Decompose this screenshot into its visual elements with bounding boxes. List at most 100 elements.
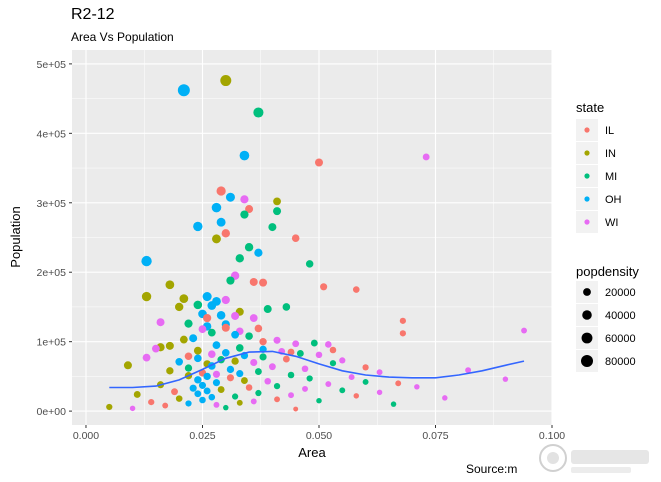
y-tick-label: 2e+05 — [37, 267, 67, 279]
legend-state-title: state — [576, 100, 604, 115]
data-point-il — [320, 283, 328, 291]
data-point-il — [259, 337, 267, 346]
data-point-il — [274, 396, 280, 403]
data-point-oh — [226, 365, 235, 374]
data-point-mi — [254, 368, 262, 375]
data-point-il — [184, 352, 193, 361]
data-point-oh — [236, 370, 244, 378]
data-point-oh — [221, 348, 230, 357]
data-point-mi — [296, 350, 304, 357]
data-point-in — [166, 367, 174, 375]
data-point-il — [216, 186, 226, 196]
data-point-wi — [288, 392, 294, 399]
data-point-in — [175, 395, 183, 402]
data-point-oh — [202, 291, 212, 302]
source-caption: Source:m — [466, 462, 518, 476]
data-point-wi — [348, 374, 355, 381]
data-point-wi — [151, 344, 160, 353]
data-point-mi — [263, 305, 272, 314]
data-point-in — [220, 75, 232, 87]
data-point-wi — [273, 336, 281, 344]
data-point-oh — [211, 202, 222, 213]
data-point-mi — [193, 300, 203, 310]
data-point-il — [203, 313, 212, 323]
x-tick-label: 0.025 — [189, 430, 215, 442]
data-point-wi — [442, 395, 448, 401]
data-point-oh — [189, 384, 197, 392]
legend-state: IL IN MI OH WI — [576, 119, 622, 233]
data-point-in — [217, 386, 225, 394]
data-point-il — [259, 278, 268, 287]
data-point-il — [399, 330, 407, 337]
y-tick-label: 4e+05 — [37, 128, 67, 140]
data-point-wi — [302, 385, 308, 392]
legend-key-oh — [584, 196, 590, 202]
data-point-mi — [231, 393, 239, 400]
data-point-wi — [250, 398, 257, 405]
legend-label-il: IL — [605, 125, 614, 137]
data-point-mi — [235, 254, 244, 263]
data-point-mi — [282, 303, 291, 311]
x-axis-ticks: 0.000 0.025 0.050 0.075 0.100 — [73, 425, 565, 442]
data-point-oh — [225, 192, 235, 202]
data-point-wi — [250, 358, 258, 367]
data-point-mi — [253, 107, 264, 118]
legend-size-key-20000 — [583, 288, 591, 296]
data-point-mi — [273, 207, 282, 216]
x-tick-label: 0.075 — [422, 430, 448, 442]
data-point-oh — [254, 248, 263, 257]
x-tick-label: 0.050 — [306, 430, 332, 442]
data-point-oh — [185, 400, 192, 407]
data-point-wi — [301, 365, 309, 373]
data-point-mi — [390, 401, 397, 407]
legend-label-mi: MI — [605, 171, 617, 183]
legend-popdensity-title: popdensity — [576, 264, 639, 279]
data-point-il — [221, 323, 230, 332]
data-point-oh — [216, 217, 226, 227]
data-point-wi — [212, 370, 221, 378]
data-point-il — [282, 355, 290, 363]
data-point-il — [352, 286, 360, 293]
legend-key-wi — [584, 219, 590, 225]
data-point-il — [226, 374, 235, 382]
watermark-logo — [539, 444, 649, 473]
data-point-in — [179, 335, 188, 344]
data-point-mi — [273, 382, 281, 390]
data-point-il — [395, 380, 402, 387]
data-point-mi — [287, 371, 295, 379]
y-tick-label: 1e+05 — [37, 337, 67, 349]
legend-label-oh: OH — [605, 194, 622, 206]
data-points — [106, 75, 527, 412]
data-point-mi — [223, 404, 229, 411]
data-point-oh — [189, 334, 198, 343]
data-point-il — [249, 277, 258, 286]
data-point-mi — [310, 339, 318, 347]
data-point-il — [353, 393, 360, 399]
data-point-wi — [315, 351, 323, 359]
data-point-in — [141, 291, 152, 302]
data-point-in — [231, 357, 239, 365]
data-point-wi — [465, 367, 472, 374]
data-point-in — [174, 302, 184, 312]
data-point-il — [171, 388, 178, 396]
data-point-wi — [502, 376, 509, 382]
x-axis-title: Area — [298, 445, 326, 460]
data-point-il — [399, 317, 407, 324]
data-point-oh — [207, 301, 217, 310]
data-point-il — [293, 406, 299, 412]
data-point-in — [193, 346, 202, 355]
data-point-wi — [325, 341, 332, 348]
data-point-mi — [339, 387, 346, 394]
legend-size-key-40000 — [582, 310, 592, 320]
data-point-wi — [376, 369, 383, 376]
legend-size-label-60000: 60000 — [605, 333, 636, 345]
legend-size-label-20000: 20000 — [605, 287, 636, 299]
smooth-line — [109, 350, 525, 389]
y-tick-label: 0e+00 — [37, 406, 67, 418]
data-point-wi — [198, 325, 207, 334]
data-point-in — [165, 341, 174, 350]
data-point-mi — [207, 328, 216, 337]
data-point-oh — [212, 379, 221, 387]
data-point-mi — [268, 223, 277, 232]
